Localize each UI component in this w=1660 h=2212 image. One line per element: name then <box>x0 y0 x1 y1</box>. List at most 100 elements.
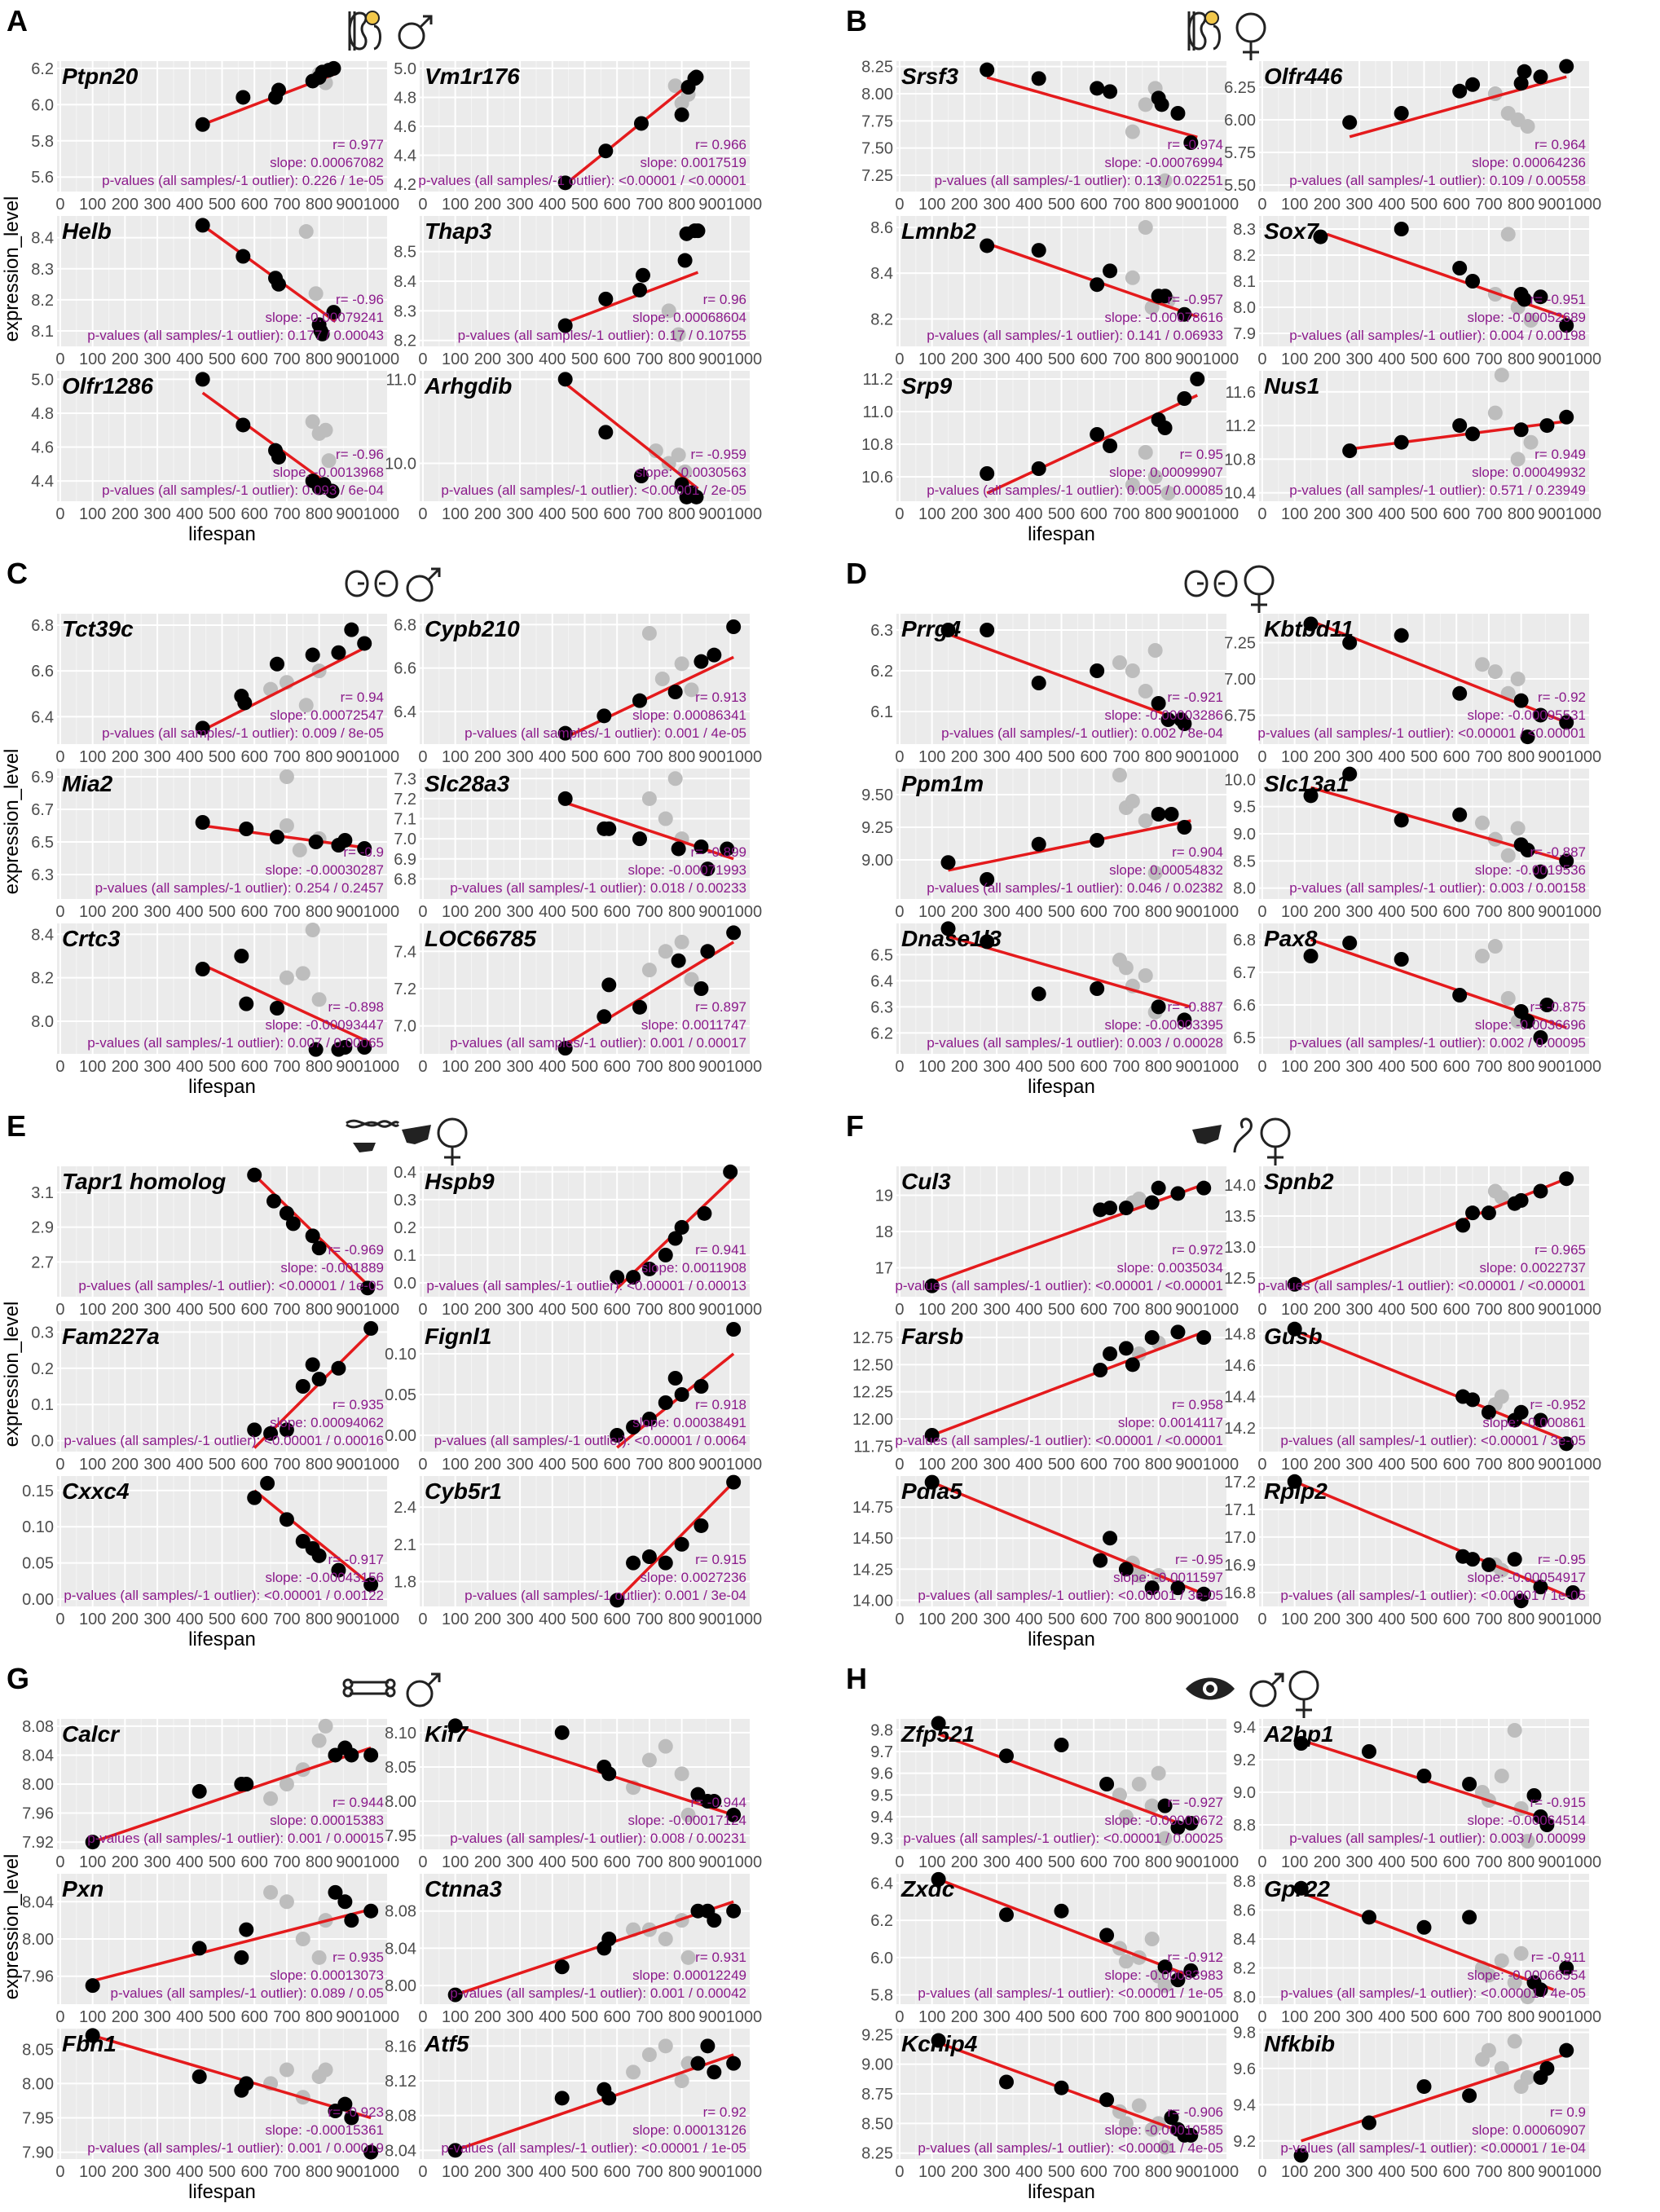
regression-line <box>931 1481 1204 1596</box>
x-tick-label: 200 <box>474 505 501 523</box>
x-tick-label: 600 <box>604 2008 631 2026</box>
data-point <box>598 291 614 306</box>
x-tick-label: 0 <box>1257 1456 1266 1474</box>
x-tick-label: 500 <box>571 1456 598 1474</box>
x-tick-label: 300 <box>1345 1456 1372 1474</box>
plot-fbh1: 7.907.958.008.050 100 200 300 400 500 600 700 80… <box>22 2028 399 2181</box>
p-value-text: p-values (all samples/-1 outlier): <0.00… <box>1280 1985 1586 2001</box>
y-tick-label: 14.00 <box>852 1592 893 1610</box>
x-tick-label: 800 <box>306 196 332 214</box>
gene-name: Zxdc <box>900 1876 955 1901</box>
data-point <box>1462 1777 1477 1791</box>
x-tick-label: 9001000 <box>336 1853 399 1871</box>
x-tick-label: 600 <box>1443 748 1470 766</box>
x-tick-label: 600 <box>1443 1611 1470 1628</box>
data-point <box>1533 69 1548 85</box>
x-tick-label: 800 <box>306 1058 332 1076</box>
correlation-text: r= -0.911 <box>1531 1950 1586 1965</box>
slope-text: slope: -0.00054917 <box>1467 1570 1586 1585</box>
y-tick-label: 8.3 <box>394 302 416 320</box>
x-axis-title: lifespan <box>188 2181 256 2203</box>
x-tick-label: 400 <box>1015 1456 1042 1474</box>
x-tick-label: 9001000 <box>1538 1058 1601 1076</box>
grey-point <box>1474 815 1490 831</box>
grey-point <box>1523 434 1539 450</box>
plot-kcnip4: 8.25 8.50 8.75 9.00 9.25 0 100 200 300 400 500 600 7… <box>861 2026 1239 2181</box>
x-tick-label: 100 <box>79 196 106 214</box>
x-tick-label: 300 <box>143 1058 170 1076</box>
x-tick-label: 600 <box>604 350 631 368</box>
data-point <box>1520 729 1535 745</box>
x-tick-label: 800 <box>1145 748 1172 766</box>
y-tick-label: 6.2 <box>870 1024 893 1042</box>
x-tick-label: 0 <box>55 1301 64 1319</box>
x-tick-label: 9001000 <box>1538 903 1601 921</box>
correlation-text: r= -0.952 <box>1530 1397 1586 1412</box>
y-tick-label: 1.8 <box>394 1574 416 1592</box>
y-tick-label: 5.0 <box>31 371 54 389</box>
slope-text: slope: 0.00086341 <box>632 707 746 723</box>
grey-point <box>1151 1765 1166 1781</box>
x-tick-label: 0 <box>895 2008 904 2026</box>
x-tick-label: 200 <box>1314 1058 1341 1076</box>
plot-spnb2: 12.513.013.514.00 100 200 300 400 500 600 700 80… <box>1224 1166 1601 1319</box>
data-point <box>1103 1531 1118 1546</box>
y-tick-label: 8.75 <box>861 2086 893 2104</box>
liver-icon <box>1192 1125 1222 1144</box>
correlation-text: r= 0.935 <box>332 1950 384 1965</box>
y-tick-label: 7.1 <box>394 811 416 829</box>
data-point <box>331 645 346 660</box>
data-point <box>1196 1180 1212 1196</box>
y-tick-label: 6.0 <box>870 1950 893 1967</box>
slope-text: slope: 0.0011747 <box>641 1017 746 1033</box>
x-tick-label: 200 <box>951 903 978 921</box>
x-tick-label: 0 <box>55 350 64 368</box>
data-point <box>1054 2080 1069 2095</box>
y-tick-label: 6.8 <box>1233 932 1256 950</box>
data-point <box>270 830 284 844</box>
plot-zxdc: 5.8 6.0 6.2 6.4 0 100 200 300 400 500 600 700 800 900… <box>870 1871 1239 2026</box>
regression-line <box>1349 75 1567 139</box>
grey-point <box>684 682 699 698</box>
x-tick-label: 200 <box>951 1611 978 1628</box>
regression-line <box>455 2053 734 2152</box>
data-point <box>357 636 372 651</box>
data-point <box>597 1009 612 1024</box>
data-point <box>305 1228 320 1244</box>
plot-cyb5r1: 1.8 2.1 2.4 0 100 200 300 400 500 600 700 800 900100… <box>394 1474 762 1628</box>
grey-point <box>641 626 657 641</box>
y-tick-label: 0.2 <box>31 1360 54 1378</box>
y-tick-label: 6.00 <box>1224 112 1256 130</box>
plot-ptpn20: 5.65.86.06.20 100 200 300 400 500 600 700 800 900… <box>31 60 399 214</box>
data-point <box>270 1001 284 1016</box>
y-tick-label: 3.1 <box>31 1184 54 1202</box>
data-point <box>1183 1963 1199 1978</box>
x-tick-label: 700 <box>273 748 300 766</box>
x-tick-label: 800 <box>668 1058 695 1076</box>
regression-line <box>455 1900 734 1997</box>
data-point <box>632 831 647 847</box>
panel-label: H <box>846 1662 867 1695</box>
x-tick-label: 300 <box>983 1456 1010 1474</box>
male-icon <box>1249 1672 1284 1707</box>
data-point <box>1533 1412 1548 1428</box>
x-tick-label: 300 <box>983 505 1010 523</box>
plot-tct39c: 6.46.66.80 100 200 300 400 500 600 700 800 900100… <box>31 614 399 766</box>
gene-name: Slc13a1 <box>1264 771 1349 796</box>
x-tick-label: 400 <box>176 2163 203 2181</box>
x-tick-label: 0 <box>895 2163 904 2181</box>
correlation-text: r= 0.966 <box>695 137 746 152</box>
correlation-text: r= 0.958 <box>1172 1397 1223 1412</box>
grey-point <box>661 303 676 319</box>
x-tick-label: 800 <box>668 903 695 921</box>
data-point <box>980 238 995 253</box>
male-icon <box>398 15 433 50</box>
x-tick-label: 100 <box>918 1611 945 1628</box>
x-tick-label: 500 <box>1411 748 1438 766</box>
grey-point <box>1138 97 1153 112</box>
data-point <box>247 1490 262 1505</box>
data-point <box>674 1536 689 1552</box>
x-axis-title: lifespan <box>1028 523 1095 545</box>
p-value-text: p-values (all samples/-1 outlier): <0.00… <box>918 1588 1223 1603</box>
x-tick-label: 700 <box>273 505 300 523</box>
